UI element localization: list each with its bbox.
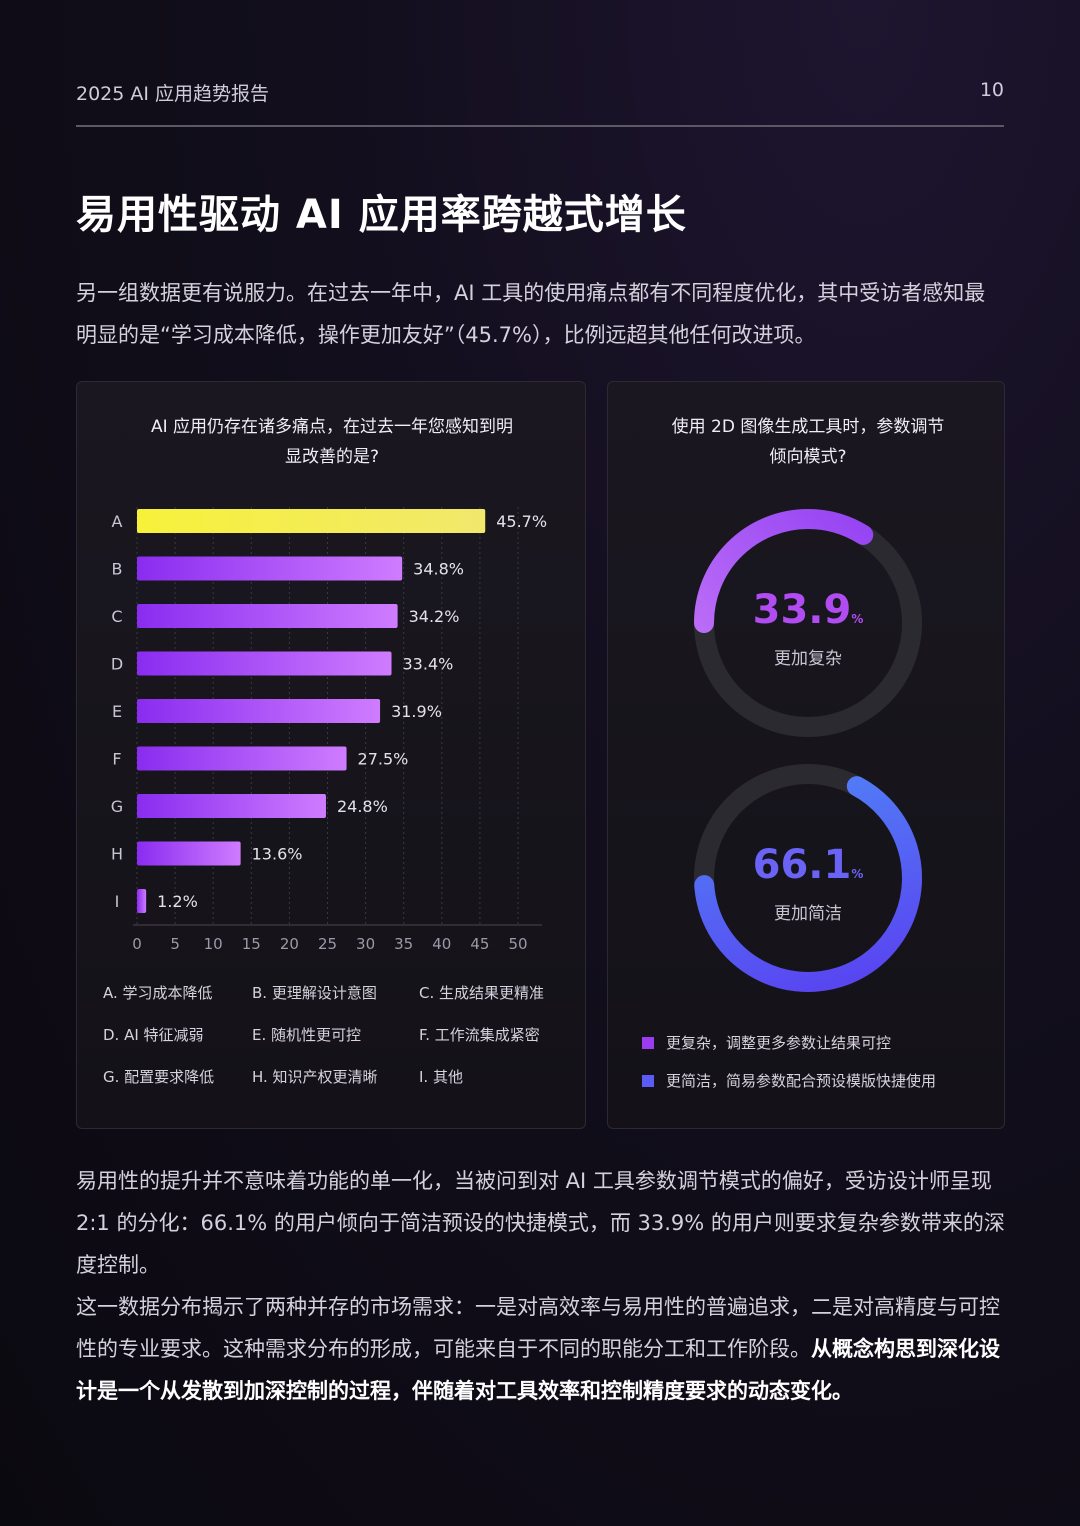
bar-value-label: 31.9%	[391, 702, 442, 721]
report-title: 2025 AI 应用趋势报告	[76, 83, 270, 105]
category-label: B	[112, 560, 123, 579]
bar	[137, 889, 147, 913]
legend-item-h: H. 知识产权更清晰	[252, 1068, 378, 1086]
donut-legend-complex: 更复杂，调整更多参数让结果可控	[642, 1032, 891, 1053]
bar	[137, 604, 398, 628]
intro-paragraph: 另一组数据更有说服力。在过去一年中，AI 工具的使用痛点都有不同程度优化，其中受…	[76, 281, 986, 347]
bar-value-label: 13.6%	[252, 845, 303, 864]
header-divider	[76, 125, 1004, 127]
legend-item-d: D. AI 特征减弱	[103, 1026, 204, 1044]
page-title: 易用性驱动 AI 应用率跨越式增长	[76, 192, 687, 238]
category-label: D	[111, 655, 123, 674]
donut-chart-title: 使用 2D 图像生成工具时，参数调节倾向模式?	[671, 417, 945, 467]
body-paragraph-2: 这一数据分布揭示了两种并存的市场需求：一是对高效率与易用性的普遍追求，二是对高精…	[76, 1286, 1006, 1412]
bar-value-label: 24.8%	[337, 797, 388, 816]
legend-swatch-blue	[642, 1075, 654, 1087]
category-label: F	[112, 750, 121, 769]
bar	[137, 509, 486, 533]
legend-item-i: I. 其他	[419, 1068, 463, 1086]
legend-item-f: F. 工作流集成紧密	[419, 1026, 540, 1044]
bar	[137, 651, 392, 676]
category-label: A	[112, 512, 123, 531]
bar-value-label: 27.5%	[358, 750, 409, 769]
x-tick-label: 35	[394, 935, 413, 953]
donut-complex: 33.9% 更加复杂	[692, 507, 924, 739]
x-tick-label: 10	[204, 935, 223, 953]
bar-value-label: 1.2%	[157, 892, 198, 911]
donut-simple-ring	[694, 764, 922, 992]
donut-simple-arc	[694, 764, 922, 992]
legend-item-g: G. 配置要求降低	[103, 1068, 215, 1086]
donut-legend-simple: 更简洁，简易参数配合预设模版快捷使用	[642, 1070, 936, 1091]
donut-complex-value: 33.9%	[752, 587, 864, 633]
bar	[137, 699, 381, 723]
x-tick-label: 0	[132, 935, 142, 953]
bar-value-label: 45.7%	[496, 512, 547, 531]
bar	[137, 556, 403, 581]
bar-value-label: 34.2%	[409, 607, 460, 626]
donut-complex-arc	[694, 509, 922, 737]
category-label: H	[111, 845, 123, 864]
x-tick-label: 5	[170, 935, 180, 953]
x-tick-label: 20	[280, 935, 299, 953]
legend-swatch-purple	[642, 1037, 654, 1049]
x-tick-label: 25	[318, 935, 337, 953]
legend-item-a: A. 学习成本降低	[103, 984, 213, 1002]
donut-complex-ring	[694, 509, 922, 737]
bar	[137, 794, 326, 818]
legend-item-b: B. 更理解设计意图	[252, 984, 377, 1002]
category-label: I	[115, 892, 120, 911]
bar-chart: A 45.7% B 34.8% C 34.2% D 33.4% E 31.9% F 27.5% G 24.…	[111, 507, 547, 953]
category-label: E	[112, 702, 122, 721]
bar-chart-title: AI 应用仍存在诸多痛点，在过去一年您感知到明显改善的是?	[150, 417, 514, 467]
x-tick-label: 45	[470, 935, 489, 953]
bar-value-label: 34.8%	[413, 560, 464, 579]
body-text: 易用性的提升并不意味着功能的单一化，当被问到对 AI 工具参数调节模式的偏好，受…	[76, 1160, 1006, 1412]
x-tick-label: 15	[242, 935, 261, 953]
body-paragraph-1: 易用性的提升并不意味着功能的单一化，当被问到对 AI 工具参数调节模式的偏好，受…	[76, 1169, 1005, 1277]
x-tick-label: 30	[356, 935, 375, 953]
donut-simple-label: 更加简洁	[774, 904, 842, 924]
bar	[137, 746, 347, 771]
bar	[137, 841, 241, 866]
category-label: C	[111, 607, 122, 626]
x-tick-label: 50	[508, 935, 527, 953]
x-tick-label: 40	[432, 935, 451, 953]
body-paragraph-2-bold: 从概念构思到深化设计是一个从发散到加深控制的过程，伴随着对工具效率和控制精度要求…	[76, 1337, 1000, 1403]
donut-simple-value: 66.1%	[752, 842, 864, 888]
category-label: G	[111, 797, 123, 816]
body-paragraph-2-text: 这一数据分布揭示了两种并存的市场需求：一是对高效率与易用性的普遍追求，二是对高精…	[76, 1295, 1000, 1361]
donut-simple: 66.1% 更加简洁	[692, 762, 924, 994]
donut-chart-card: 使用 2D 图像生成工具时，参数调节倾向模式? 33.9% 更加复杂	[607, 381, 1005, 1129]
bar-value-label: 33.4%	[403, 655, 454, 674]
donut-complex-label: 更加复杂	[774, 649, 842, 669]
page-number: 10	[979, 79, 1004, 101]
legend-item-c: C. 生成结果更精准	[419, 984, 545, 1002]
bar-chart-card: AI 应用仍存在诸多痛点，在过去一年您感知到明显改善的是? A 45.7% B 34.…	[76, 381, 586, 1129]
legend-item-e: E. 随机性更可控	[252, 1026, 362, 1044]
